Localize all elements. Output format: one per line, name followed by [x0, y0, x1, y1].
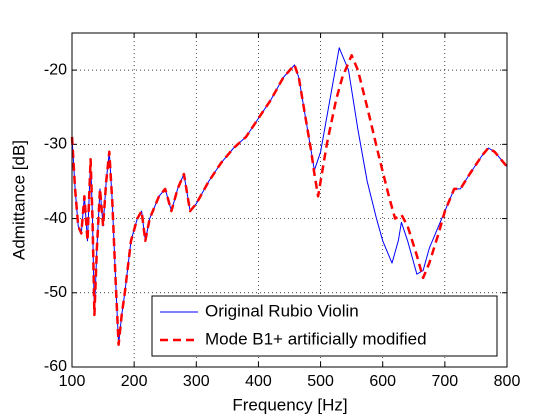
- series-line: [70, 54, 508, 346]
- y-axis-label: Admittance [dB]: [9, 140, 28, 260]
- x-axis-label: Frequency [Hz]: [232, 395, 347, 414]
- x-tick-label: 100: [59, 373, 86, 390]
- plot-frame: [71, 32, 508, 368]
- x-tick-label: 300: [183, 373, 210, 390]
- y-tick-label: -30: [44, 136, 67, 153]
- x-tick-label: 500: [307, 373, 334, 390]
- y-tick-label: -50: [44, 284, 67, 301]
- x-tick-label: 600: [369, 373, 396, 390]
- y-tick-label: -20: [44, 61, 67, 78]
- y-tick-label: -40: [44, 210, 67, 227]
- legend-label: Mode B1+ artificially modified: [205, 329, 427, 348]
- x-tick-label: 800: [494, 373, 521, 390]
- legend-box: [151, 295, 498, 357]
- x-tick-label: 700: [432, 373, 459, 390]
- y-tick-label: -60: [44, 358, 67, 375]
- x-tick-label: 400: [245, 373, 272, 390]
- x-tick-label: 200: [121, 373, 148, 390]
- legend-label: Original Rubio Violin: [205, 301, 359, 320]
